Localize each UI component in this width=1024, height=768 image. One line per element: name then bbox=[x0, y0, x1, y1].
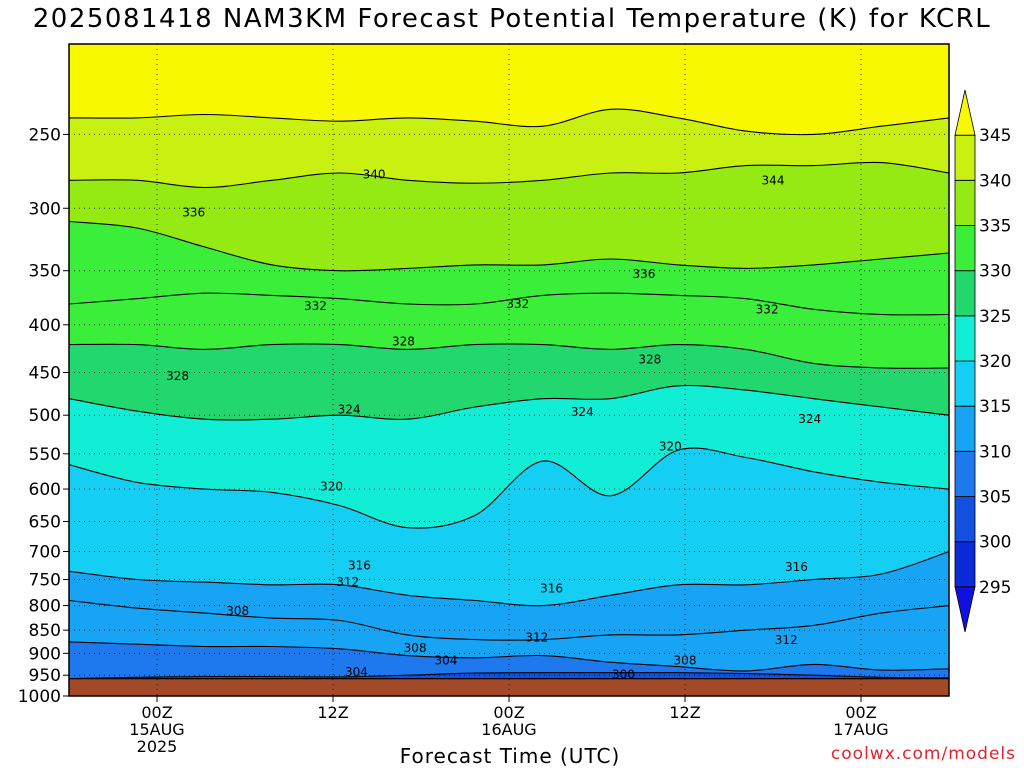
isotherm-312 bbox=[69, 599, 949, 641]
contour-label: 332 bbox=[756, 302, 779, 316]
colorbar-segment bbox=[954, 225, 976, 272]
colorbar-segment bbox=[954, 89, 976, 136]
y-tick-label: 850 bbox=[29, 621, 61, 641]
colorbar-legend: 295 300 305 310 315 320 325 330 335 340 345 bbox=[954, 89, 1011, 633]
ground-fill bbox=[69, 679, 949, 696]
colorbar-label: 325 bbox=[979, 307, 1011, 327]
y-tick-label: 900 bbox=[29, 644, 61, 664]
x-tick-label: 2025 bbox=[137, 737, 178, 756]
isotherm-320 bbox=[69, 447, 949, 529]
x-axis-title: Forecast Time (UTC) bbox=[399, 744, 621, 768]
isotherm-332 bbox=[69, 292, 949, 316]
colorbar-segment bbox=[954, 270, 976, 317]
colorbar-segment bbox=[954, 360, 976, 407]
isotherm-contours bbox=[69, 108, 949, 680]
contour-label: 320 bbox=[320, 479, 343, 493]
contour-label: 328 bbox=[638, 353, 661, 367]
colorbar-segment bbox=[954, 315, 976, 362]
x-tick-label: 12Z bbox=[317, 703, 348, 722]
contour-label: 304 bbox=[345, 665, 368, 679]
contour-label: 316 bbox=[785, 560, 808, 574]
pressure-axis: 250 300 350 400 450 500 550 600 650 700 750 800 850 9… bbox=[18, 125, 69, 707]
isotherm-328 bbox=[69, 343, 949, 369]
contour-label: 304 bbox=[434, 653, 457, 667]
colorbar-segment bbox=[954, 405, 976, 452]
contour-label: 328 bbox=[392, 335, 415, 349]
contour-label: 336 bbox=[632, 267, 655, 281]
contour-label: 308 bbox=[404, 641, 427, 655]
y-tick-label: 300 bbox=[29, 199, 61, 219]
contour-label: 320 bbox=[659, 439, 682, 453]
x-tick-label: 00Z bbox=[141, 703, 172, 722]
colorbar-label: 330 bbox=[979, 262, 1011, 282]
colorbar-label: 305 bbox=[979, 488, 1011, 508]
contour-label: 336 bbox=[182, 205, 205, 219]
colorbar-segment bbox=[954, 496, 976, 543]
contour-label: 340 bbox=[363, 167, 386, 181]
contour-label: 308 bbox=[674, 653, 697, 667]
colorbar-label: 340 bbox=[979, 171, 1011, 191]
y-tick-label: 750 bbox=[29, 570, 61, 590]
x-tick-label: 00Z bbox=[845, 703, 876, 722]
x-tick-label: 12Z bbox=[669, 703, 700, 722]
isotherm-324 bbox=[69, 384, 949, 421]
contour-label: 332 bbox=[304, 299, 327, 313]
chart-title: 2025081418 NAM3KM Forecast Potential Tem… bbox=[32, 4, 992, 34]
isotherm-308 bbox=[69, 641, 949, 672]
colorbar-label: 345 bbox=[979, 126, 1011, 146]
contour-label: 316 bbox=[348, 559, 371, 573]
y-tick-label: 650 bbox=[29, 512, 61, 532]
colorbar-segment bbox=[954, 450, 976, 497]
contour-labels: 340 344 336 336 332 332 332 328 328 328 324 324 324 3… bbox=[166, 167, 821, 681]
contour-label: 300 bbox=[612, 667, 635, 681]
contour-label: 312 bbox=[336, 575, 359, 589]
contour-label: 312 bbox=[775, 633, 798, 647]
y-tick-label: 350 bbox=[29, 262, 61, 282]
y-tick-label: 450 bbox=[29, 364, 61, 384]
y-tick-label: 950 bbox=[29, 666, 61, 686]
contour-label: 308 bbox=[226, 604, 249, 618]
y-tick-label: 1000 bbox=[18, 687, 61, 707]
isotherm-336 bbox=[69, 220, 949, 272]
colorbar-label: 310 bbox=[979, 442, 1011, 462]
contour-label: 312 bbox=[525, 631, 548, 645]
contour-label: 344 bbox=[762, 173, 785, 187]
colorbar-segment bbox=[954, 179, 976, 226]
colorbar-label: 315 bbox=[979, 397, 1011, 417]
contour-label: 316 bbox=[540, 582, 563, 596]
isotherm-304 bbox=[69, 672, 949, 680]
y-tick-label: 250 bbox=[29, 125, 61, 145]
colorbar-segment bbox=[954, 586, 976, 633]
y-tick-label: 400 bbox=[29, 316, 61, 336]
contour-label: 328 bbox=[166, 369, 189, 383]
contour-label: 324 bbox=[338, 402, 361, 416]
x-tick-label: 16AUG bbox=[481, 720, 536, 739]
credit-link[interactable]: coolwx.com/models bbox=[830, 744, 1016, 764]
isotherm-340 bbox=[69, 161, 949, 189]
colorbar-segment bbox=[954, 541, 976, 588]
x-tick-label: 17AUG bbox=[833, 720, 888, 739]
y-tick-label: 700 bbox=[29, 543, 61, 563]
contour-label: 332 bbox=[506, 297, 529, 311]
isotherm-344 bbox=[69, 108, 949, 136]
colorbar-segment bbox=[954, 134, 976, 181]
colorbar-label: 295 bbox=[979, 578, 1011, 598]
x-tick-label: 00Z bbox=[493, 703, 524, 722]
y-tick-label: 600 bbox=[29, 480, 61, 500]
contour-label: 324 bbox=[798, 412, 821, 426]
colorbar-label: 335 bbox=[979, 217, 1011, 237]
y-tick-label: 800 bbox=[29, 597, 61, 617]
colorbar-label: 300 bbox=[979, 533, 1011, 553]
colorbar-label: 320 bbox=[979, 352, 1011, 372]
isotherm-316 bbox=[69, 550, 949, 607]
x-tick-label: 15AUG bbox=[129, 720, 184, 739]
y-tick-label: 550 bbox=[29, 445, 61, 465]
y-tick-label: 500 bbox=[29, 406, 61, 426]
contour-label: 324 bbox=[571, 405, 594, 419]
